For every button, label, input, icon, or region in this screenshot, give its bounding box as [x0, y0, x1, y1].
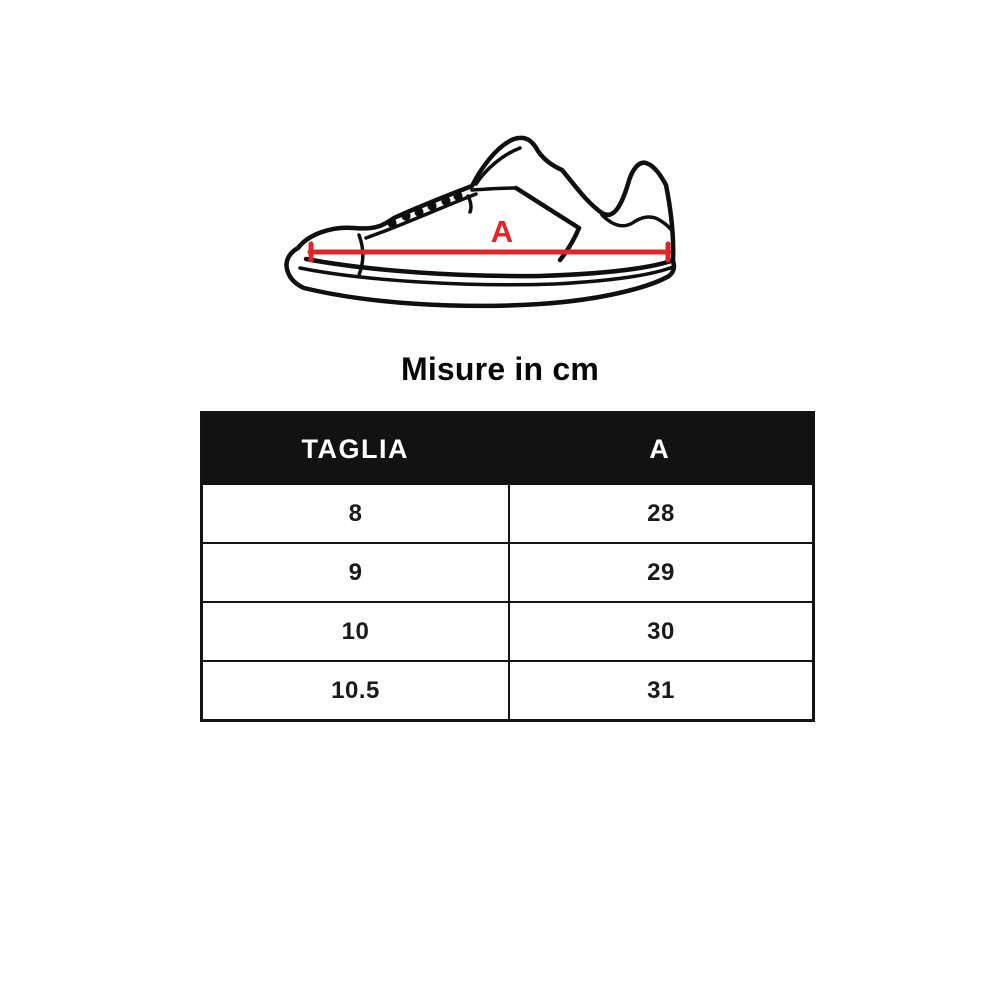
sole-top-line: [303, 256, 674, 279]
quarter-panel-seam: [513, 185, 582, 263]
tongue-inner-line: [474, 146, 522, 186]
sneaker-illustration: A: [284, 135, 677, 309]
table-row: 8 28: [203, 485, 812, 542]
toe-cap-seam: [357, 233, 365, 277]
table-row: 10 30: [203, 601, 812, 660]
column-header-a: A: [649, 434, 671, 464]
heel-counter-line: [600, 213, 675, 234]
sneaker-diagram: A: [280, 128, 720, 323]
eyelet-dot: [427, 201, 437, 211]
table-row: 10.5 31: [203, 660, 812, 719]
size-value-cell: 8: [203, 485, 510, 542]
midsole-line: [298, 265, 675, 287]
measure-label: A: [491, 214, 513, 249]
length-value-cell: 31: [647, 676, 675, 704]
page-title: Misure in cm: [400, 351, 599, 387]
eyelet-dot: [453, 191, 463, 201]
column-header-taglia: TAGLIA: [301, 434, 409, 464]
lace-end: [466, 194, 473, 214]
table-header-row: TAGLIA A: [203, 414, 812, 485]
eyelet-stay-line: [364, 192, 478, 240]
table-row: 9 29: [203, 542, 812, 601]
length-value-cell: 28: [647, 499, 675, 527]
length-value-cell: 29: [647, 558, 675, 586]
eyelet-dot: [441, 196, 451, 206]
length-value-cell: 30: [647, 617, 675, 645]
eyelet-dot: [414, 207, 424, 217]
collar-heel-outline: [559, 160, 676, 264]
vamp-top-line: [470, 186, 518, 192]
table-body: 8 28 9 29 10 30 10.5 31: [203, 485, 812, 719]
size-value-cell: 10: [203, 603, 510, 660]
shoe-upper-outline: [295, 135, 565, 251]
outsole-outline: [284, 245, 677, 309]
eyelet-dot: [401, 211, 411, 221]
size-value-cell: 10.5: [203, 662, 510, 719]
size-value-cell: 9: [203, 544, 510, 601]
size-table: TAGLIA A 8 28 9 29 10 30 10.5 31: [200, 411, 815, 722]
eyelet-dot: [387, 218, 397, 228]
